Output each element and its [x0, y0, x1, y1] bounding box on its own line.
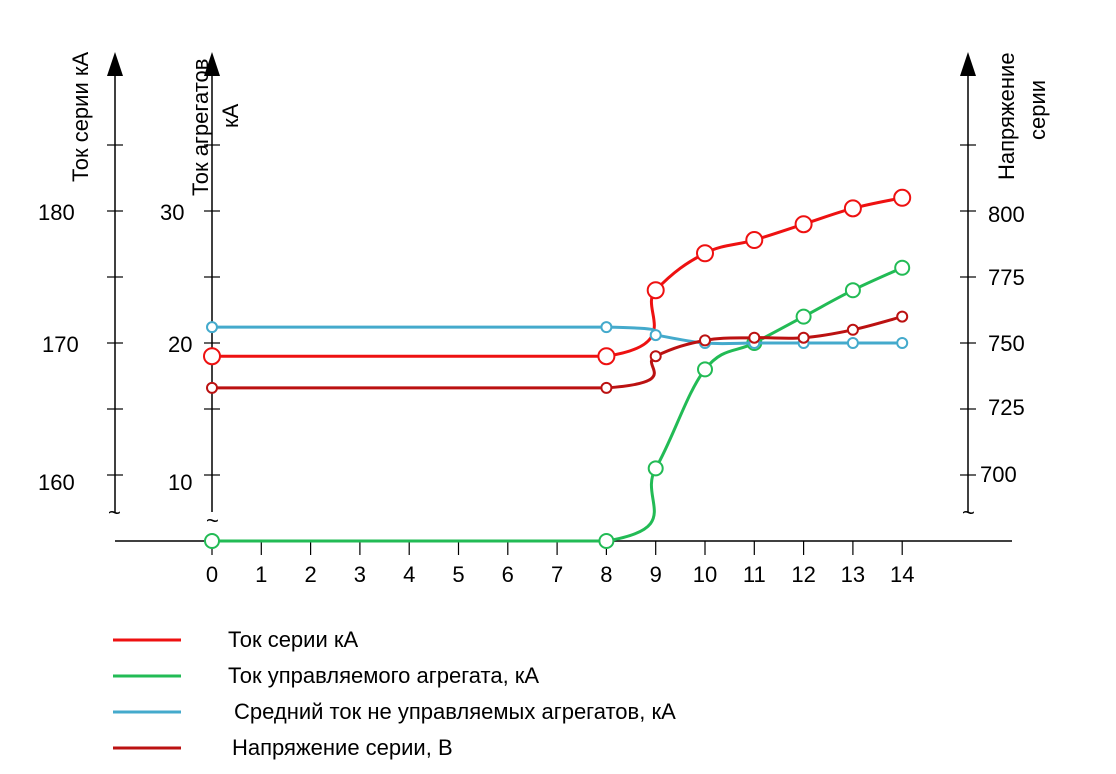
x-tick-label: 12 [791, 562, 815, 587]
series-voltage-tick-label: 725 [988, 395, 1025, 420]
series-voltage-tick-label: 800 [988, 202, 1025, 227]
series-voltage-tick-label: 700 [980, 462, 1017, 487]
data-point [748, 331, 761, 344]
legend-label: Средний ток не управляемых агрегатов, кА [234, 699, 676, 724]
x-tick-label: 9 [650, 562, 662, 587]
data-point [597, 347, 616, 366]
series-line [210, 266, 904, 543]
data-point [204, 533, 220, 549]
series-voltage-axis-title-line1: Напряжение [994, 52, 1019, 180]
data-point [600, 381, 613, 394]
x-tick-label: 8 [600, 562, 612, 587]
legend-label: Напряжение серии, В [232, 735, 453, 760]
data-point [598, 533, 615, 549]
series-voltage-tick-label: 750 [988, 331, 1025, 356]
series-current-tick-label: 160 [38, 470, 75, 495]
data-point [844, 282, 861, 299]
x-tick-label: 14 [890, 562, 914, 587]
data-point [699, 334, 711, 347]
data-point [896, 337, 909, 349]
data-point [646, 281, 665, 300]
legend-label: Ток управляемого агрегата, кА [228, 663, 539, 688]
series-voltage-axis-title-line2: серии [1025, 80, 1050, 140]
unit-current-axis: Ток агрегатов кА 30 20 10 ~ [160, 52, 243, 533]
data-point [647, 460, 664, 477]
x-tick-label: 6 [502, 562, 514, 587]
series-current-axis-arrow [107, 52, 123, 76]
x-tick-label: 0 [206, 562, 218, 587]
data-point [893, 188, 912, 207]
unit-current-axis-break: ~ [206, 508, 219, 533]
x-tick-label: 5 [452, 562, 464, 587]
data-point [206, 381, 218, 394]
unit-current-axis-title-line1: Ток агрегатов [188, 59, 213, 196]
x-tick-label: 2 [304, 562, 316, 587]
data-point [649, 350, 662, 363]
x-axis: 0 1 2 3 4 5 6 7 8 9 10 11 12 13 14 [115, 540, 1012, 587]
series-current-axis-break: ~ [108, 500, 121, 525]
unit-current-tick-label: 30 [160, 200, 184, 225]
data-point [794, 215, 813, 234]
series-current-axis-title: Ток серии кА [68, 52, 93, 182]
data-point [896, 310, 909, 323]
x-tick-label: 10 [693, 562, 717, 587]
data-point [795, 308, 812, 325]
data-point [697, 361, 713, 378]
unit-current-axis-arrow [204, 52, 220, 76]
x-tick-label: 1 [255, 562, 267, 587]
series-current-axis: Ток серии кА 180 170 160 ~ [38, 52, 123, 525]
data-point [894, 259, 911, 276]
series-2 [204, 259, 911, 549]
series-current-tick-label: 170 [42, 332, 79, 357]
series-4 [206, 310, 909, 394]
x-tick-label: 11 [743, 562, 766, 587]
series-1 [203, 188, 912, 366]
legend: Ток серии кА Ток управляемого агрегата, к… [113, 627, 676, 760]
legend-label: Ток серии кА [228, 627, 358, 652]
x-tick-label: 7 [551, 562, 563, 587]
data-point [846, 323, 859, 336]
data-point [843, 199, 862, 218]
data-point [649, 329, 662, 342]
data-point [206, 321, 218, 334]
data-point [203, 347, 221, 366]
data-point [696, 244, 714, 263]
series-voltage-axis: Напряжение серии 800 775 750 725 700 ~ [960, 52, 1050, 525]
x-tick-label: 3 [354, 562, 366, 587]
unit-current-tick-label: 20 [168, 332, 192, 357]
data-point [846, 337, 859, 349]
series-current-tick-label: 180 [38, 200, 75, 225]
unit-current-axis-title-line2: кА [218, 103, 243, 128]
series-line [210, 325, 904, 346]
data-point [745, 231, 764, 250]
unit-current-tick-label: 10 [168, 470, 192, 495]
series-voltage-tick-label: 775 [988, 265, 1025, 290]
x-tick-label: 4 [403, 562, 415, 587]
data-point [797, 331, 810, 344]
series-voltage-axis-arrow [960, 52, 976, 76]
series-voltage-axis-break: ~ [962, 500, 975, 525]
data-point [600, 321, 613, 334]
x-tick-label: 13 [841, 562, 865, 587]
